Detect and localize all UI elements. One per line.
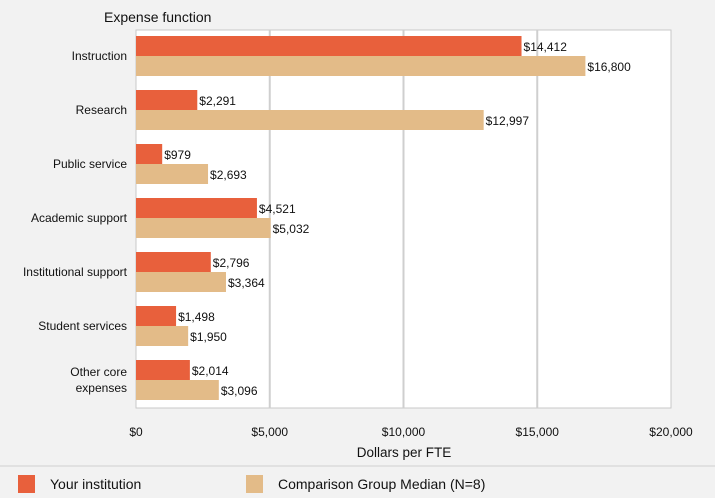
category-label: Instruction (72, 49, 127, 63)
bar-value-label: $2,014 (192, 364, 229, 378)
bar-comparison-median (136, 56, 586, 76)
bar-comparison-median (136, 218, 271, 238)
bar-value-label: $12,997 (486, 114, 530, 128)
category-labels: Instruction Research Public service Academi… (23, 49, 128, 395)
bar-your-institution (136, 252, 211, 272)
bar-comparison-median (136, 326, 189, 346)
category-label-line: Other core (70, 365, 127, 379)
category-label: Research (76, 103, 127, 117)
category-label-line: Public service (53, 157, 127, 171)
bar-value-label: $2,291 (199, 94, 236, 108)
bar-value-label: $3,364 (228, 276, 265, 290)
bar-your-institution (136, 198, 257, 218)
bar-value-label: $1,950 (190, 330, 227, 344)
category-label-line: Institutional support (23, 265, 128, 279)
legend: Your institution Comparison Group Median … (18, 475, 485, 493)
x-tick-labels: $0 $5,000 $10,000 $15,000 $20,000 (129, 425, 693, 439)
bar-comparison-median (136, 164, 209, 184)
bar-value-label: $1,498 (178, 310, 215, 324)
data-labels: $14,412 $16,800 $2,291 $12,997 $979 $2,693 $4,… (164, 40, 631, 398)
bar-your-institution (136, 36, 522, 56)
bar-comparison-median (136, 272, 226, 292)
bar-value-label: $3,096 (221, 384, 258, 398)
bar-value-label: $4,521 (259, 202, 296, 216)
legend-swatch (246, 475, 263, 493)
category-label: Academic support (31, 211, 128, 225)
legend-label: Your institution (50, 476, 141, 492)
bar-your-institution (136, 144, 163, 164)
category-label-line: Instruction (72, 49, 127, 63)
category-axis-title: Expense function (104, 9, 211, 25)
x-tick-label: $0 (129, 425, 143, 439)
bar-value-label: $2,693 (210, 168, 247, 182)
category-label: Institutional support (23, 265, 128, 279)
bar-comparison-median (136, 110, 484, 130)
bar-comparison-median (136, 380, 219, 400)
x-tick-label: $20,000 (649, 425, 693, 439)
bar-your-institution (136, 306, 177, 326)
bar-value-label: $16,800 (587, 60, 631, 74)
bar-value-label: $2,796 (213, 256, 250, 270)
category-label-line: Research (76, 103, 127, 117)
x-tick-label: $10,000 (382, 425, 426, 439)
legend-swatch (18, 475, 35, 493)
category-label: Student services (38, 319, 127, 333)
x-axis-title: Dollars per FTE (357, 445, 452, 460)
x-tick-label: $5,000 (251, 425, 288, 439)
bar-your-institution (136, 90, 198, 110)
category-label-line: Student services (38, 319, 127, 333)
bar-value-label: $5,032 (273, 222, 310, 236)
x-tick-label: $15,000 (516, 425, 560, 439)
bar-value-label: $979 (164, 148, 191, 162)
bar-your-institution (136, 360, 190, 380)
category-label-line: expenses (76, 381, 127, 395)
category-label-line: Academic support (31, 211, 128, 225)
legend-label: Comparison Group Median (N=8) (278, 476, 485, 492)
bar-value-label: $14,412 (524, 40, 568, 54)
bars (136, 36, 586, 400)
category-label: Other core expenses (70, 365, 127, 395)
category-label: Public service (53, 157, 127, 171)
